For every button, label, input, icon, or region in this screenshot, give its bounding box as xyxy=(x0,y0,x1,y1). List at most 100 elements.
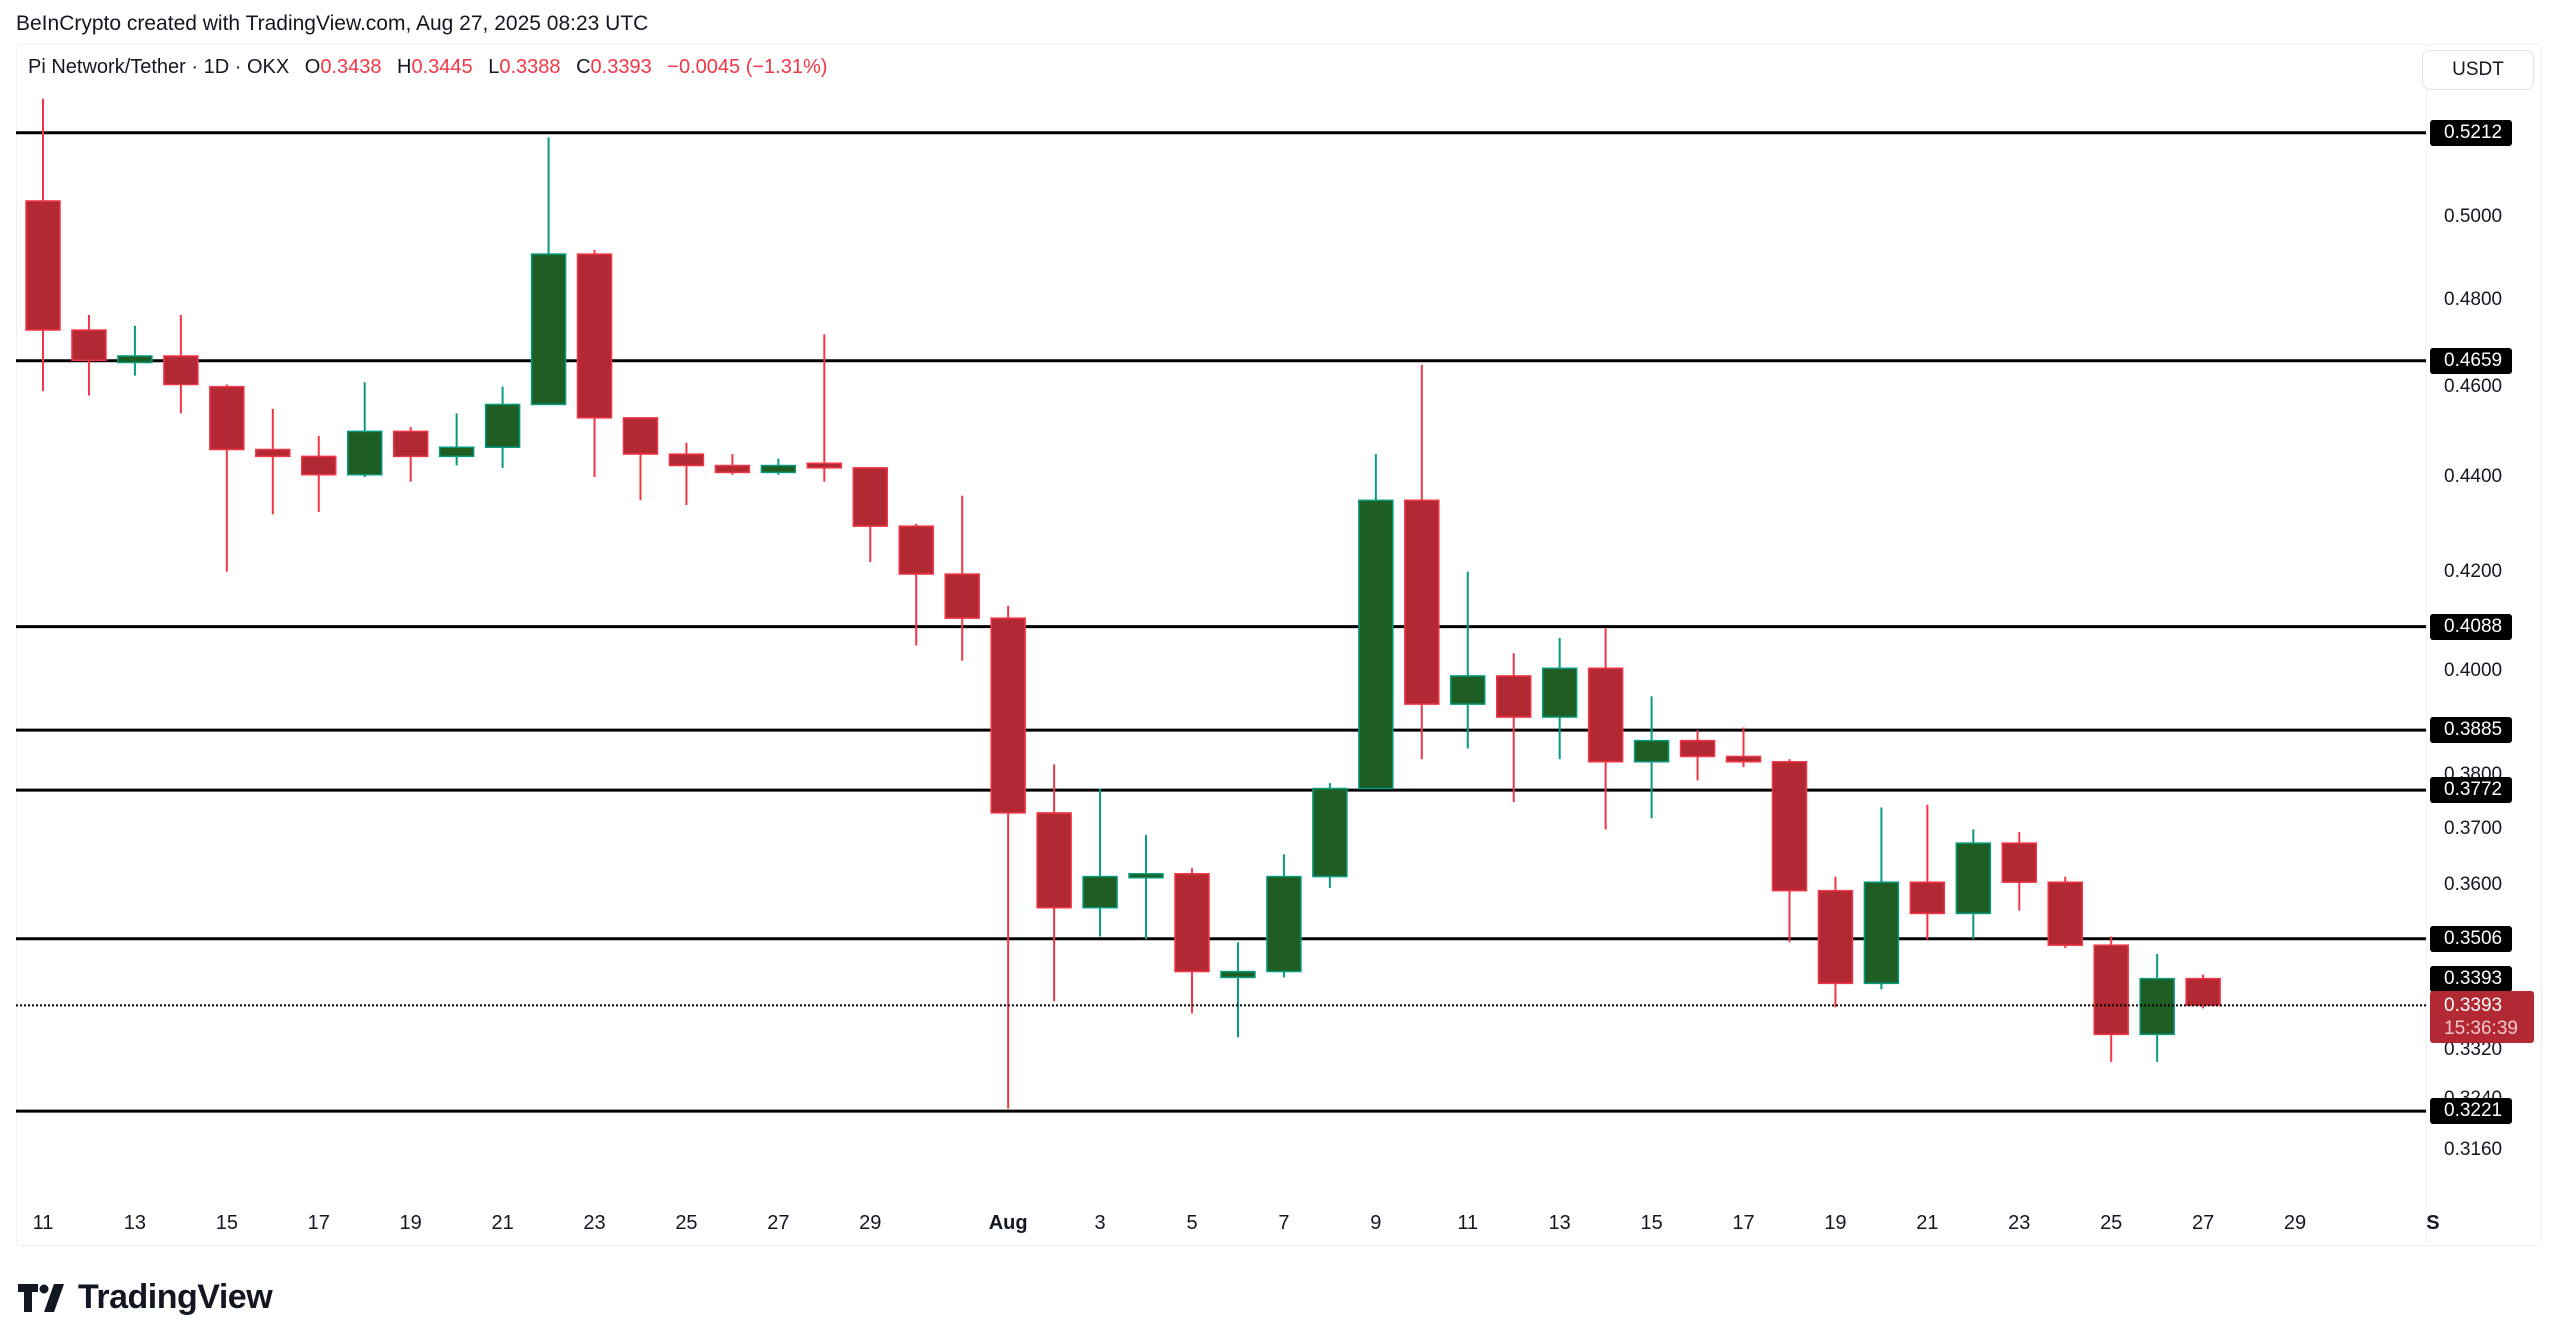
last-price-value: 0.3393 xyxy=(2444,995,2503,1017)
candle xyxy=(1863,807,1900,990)
date-tick: 19 xyxy=(1824,1212,1847,1234)
date-tick: 9 xyxy=(1370,1212,1382,1234)
date-tick: S xyxy=(2426,1212,2440,1234)
candle xyxy=(209,384,245,572)
candle xyxy=(990,605,1026,1109)
level-price-tag: 0.4659 xyxy=(2430,347,2513,374)
price-tick: 0.4200 xyxy=(2444,560,2503,582)
date-tick: 15 xyxy=(215,1212,238,1234)
candle xyxy=(2047,876,2083,949)
candle xyxy=(1450,571,1486,749)
candle xyxy=(1909,804,1946,940)
date-tick: 19 xyxy=(399,1212,422,1234)
low-value: 0.3388 xyxy=(499,56,561,78)
date-tick: 27 xyxy=(767,1212,790,1234)
date-tick: 21 xyxy=(1916,1212,1939,1234)
level-price-tag: 0.3506 xyxy=(2430,925,2513,952)
close-label: C xyxy=(576,56,591,78)
candle xyxy=(1495,653,1532,803)
date-tick: 23 xyxy=(2008,1212,2031,1234)
tradingview-logo[interactable]: TradingView xyxy=(18,1278,273,1317)
last-price-tag: 0.3393 15:36:39 xyxy=(2430,991,2534,1044)
low-label: L xyxy=(488,56,500,78)
date-tick: 5 xyxy=(1186,1212,1198,1234)
candle xyxy=(576,249,613,478)
candle xyxy=(255,408,291,515)
high-value: 0.3445 xyxy=(411,56,473,78)
tradingview-wordmark: TradingView xyxy=(78,1278,273,1316)
candle xyxy=(301,435,337,513)
candle xyxy=(1725,727,1762,768)
candle xyxy=(530,137,567,406)
price-tick: 0.3160 xyxy=(2444,1139,2503,1161)
price-tick: 0.3600 xyxy=(2444,874,2503,896)
tradingview-logo-icon xyxy=(18,1283,64,1312)
price-tick: 0.4600 xyxy=(2444,375,2503,397)
candle xyxy=(760,458,797,475)
high-label: H xyxy=(397,56,412,78)
date-tick: 3 xyxy=(1094,1212,1106,1234)
candle xyxy=(852,467,889,562)
price-axis-divider xyxy=(2426,44,2427,1246)
date-tick: 27 xyxy=(2191,1212,2215,1234)
date-tick: Aug xyxy=(988,1212,1028,1234)
candle xyxy=(1312,783,1348,888)
candle xyxy=(25,98,61,392)
candle xyxy=(1128,834,1164,940)
attribution-text: BeInCrypto created with TradingView.com,… xyxy=(16,12,649,35)
level-price-tag: 0.3885 xyxy=(2430,717,2513,744)
price-tick: 0.3700 xyxy=(2444,818,2503,840)
date-tick: 23 xyxy=(583,1212,606,1234)
date-tick: 17 xyxy=(1732,1212,1755,1234)
symbol-title[interactable]: Pi Network/Tether · 1D · OKX xyxy=(28,56,290,78)
level-price-tag: 0.3393 xyxy=(2430,966,2513,993)
open-value: 0.3438 xyxy=(320,56,382,78)
price-tick: 0.5000 xyxy=(2444,206,2503,228)
candle xyxy=(1220,942,1256,1038)
date-tick: 13 xyxy=(123,1212,147,1234)
candle xyxy=(1679,730,1716,781)
price-tick: 0.4000 xyxy=(2444,659,2503,681)
price-tick: 0.3320 xyxy=(2444,1038,2503,1060)
price-tick: 0.4400 xyxy=(2444,466,2503,488)
date-tick: 29 xyxy=(859,1212,882,1234)
candle xyxy=(1358,454,1394,790)
level-price-tag: 0.5212 xyxy=(2430,119,2513,146)
candle xyxy=(2185,974,2221,1009)
candle xyxy=(1955,829,1992,940)
date-tick: 7 xyxy=(1278,1212,1290,1234)
candle xyxy=(714,454,751,475)
candle xyxy=(898,523,934,646)
candles xyxy=(25,98,2221,1109)
candle xyxy=(668,442,705,505)
candle xyxy=(2139,953,2175,1062)
candle xyxy=(484,386,521,468)
currency-button[interactable]: USDT xyxy=(2422,50,2534,90)
candle xyxy=(1633,696,1670,819)
candle xyxy=(1771,759,1808,943)
candle xyxy=(1266,854,1302,978)
candle xyxy=(1541,638,1578,760)
candle xyxy=(392,426,429,482)
candle xyxy=(1587,628,1624,830)
chart-pane[interactable] xyxy=(16,44,2542,1246)
candle xyxy=(1404,364,1440,760)
candle xyxy=(117,325,153,376)
candle xyxy=(346,382,383,478)
candle xyxy=(2093,936,2129,1062)
bar-countdown: 15:36:39 xyxy=(2444,1018,2518,1040)
date-tick: 13 xyxy=(1548,1212,1571,1234)
date-tick: 25 xyxy=(675,1212,698,1234)
level-price-tag: 0.3772 xyxy=(2430,777,2513,804)
level-price-tag: 0.3221 xyxy=(2430,1098,2513,1125)
candle xyxy=(622,417,659,501)
level-price-tag: 0.4088 xyxy=(2430,613,2513,640)
date-tick: 15 xyxy=(1640,1212,1663,1234)
date-tick: 17 xyxy=(307,1212,330,1234)
horizontal-levels xyxy=(16,131,2426,1113)
candle xyxy=(1082,788,1118,937)
candle xyxy=(1036,764,1072,1002)
candle xyxy=(944,495,980,661)
candle xyxy=(438,413,475,466)
